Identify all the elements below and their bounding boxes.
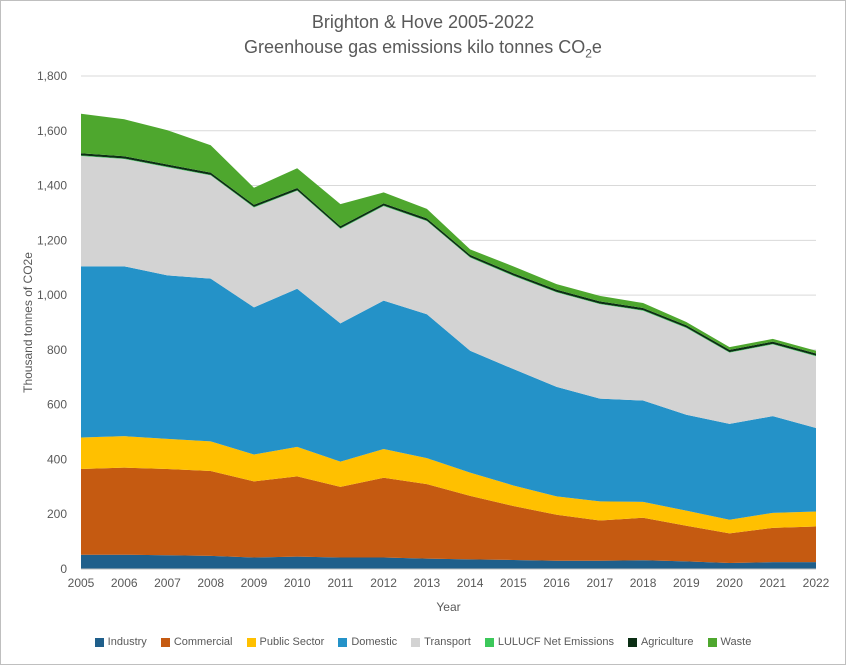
- legend-swatch: [246, 637, 256, 647]
- legend-item: LULUCF Net Emissions: [484, 636, 614, 648]
- legend-swatch: [627, 637, 637, 647]
- x-tick-label: 2018: [630, 576, 657, 590]
- legend-item: Domestic: [338, 636, 397, 648]
- legend-item: Agriculture: [627, 636, 694, 648]
- x-tick-label: 2015: [500, 576, 527, 590]
- legend-item: Public Sector: [246, 636, 325, 648]
- x-tick-label: 2019: [673, 576, 700, 590]
- y-axis-ticks: 0 200 400 600 800 1,000 1,200 1,400 1,600 1,800: [37, 69, 67, 576]
- x-tick-label: 2014: [457, 576, 484, 590]
- y-tick-label: 1,400: [37, 179, 67, 193]
- area-industry: [81, 554, 816, 569]
- legend-label: Domestic: [351, 636, 398, 648]
- y-tick-label: 400: [47, 452, 67, 466]
- area-commercial: [81, 467, 816, 563]
- legend-swatch: [94, 637, 104, 647]
- x-tick-label: 2022: [803, 576, 830, 590]
- x-tick-label: 2021: [759, 576, 786, 590]
- chart-title: Brighton & Hove 2005-2022: [311, 12, 535, 32]
- legend-item: Commercial: [160, 636, 233, 648]
- legend-swatch: [338, 637, 348, 647]
- x-tick-label: 2011: [328, 576, 354, 590]
- area-series-group: [81, 113, 816, 569]
- x-tick-label: 2017: [586, 576, 613, 590]
- legend-item: Transport: [411, 636, 471, 648]
- x-tick-label: 2009: [241, 576, 268, 590]
- chart-subtitle: Greenhouse gas emissions kilo tonnes CO2…: [0, 37, 846, 61]
- x-axis-ticks: 2005 2006 2007 2008 2009 2010 2011 2012 2013 2014…: [68, 576, 830, 590]
- area-transport: [81, 155, 816, 428]
- y-axis-title: Thousand tonnes of CO2e: [21, 252, 35, 393]
- legend-label: Waste: [720, 636, 752, 648]
- y-tick-label: 1,600: [37, 124, 67, 138]
- x-tick-label: 2007: [154, 576, 181, 590]
- y-tick-label: 1,200: [37, 233, 67, 247]
- legend-swatch: [707, 637, 717, 647]
- legend-item: Industry: [94, 636, 147, 648]
- legend-label: LULUCF Net Emissions: [497, 636, 614, 648]
- legend-swatch: [411, 637, 421, 647]
- legend-swatch: [160, 637, 170, 647]
- area-domestic: [81, 266, 816, 520]
- chart-subtitle-end: e: [591, 37, 602, 57]
- legend: Industry Commercial Public Sector Domestic T…: [0, 636, 846, 648]
- legend-item: Waste: [707, 636, 752, 648]
- y-tick-label: 600: [47, 398, 67, 412]
- x-tick-label: 2006: [111, 576, 138, 590]
- legend-label: Transport: [424, 636, 471, 648]
- chart-subtitle-main: Greenhouse gas emissions kilo tonnes CO: [244, 37, 586, 57]
- x-tick-label: 2013: [414, 576, 441, 590]
- chart-subtitle-subscript: 2: [585, 46, 592, 61]
- legend-label: Industry: [107, 636, 147, 648]
- y-tick-label: 800: [47, 343, 67, 357]
- legend-swatch: [484, 637, 494, 647]
- y-tick-label: 200: [47, 507, 67, 521]
- area-public-sector: [81, 436, 816, 534]
- area-waste: [81, 113, 816, 354]
- y-tick-label: 1,800: [37, 69, 67, 83]
- x-tick-label: 2008: [197, 576, 224, 590]
- x-tick-label: 2012: [370, 576, 397, 590]
- x-tick-label: 2020: [716, 576, 743, 590]
- x-tick-label: 2016: [543, 576, 570, 590]
- y-tick-label: 1,000: [37, 288, 67, 302]
- legend-label: Public Sector: [259, 636, 325, 648]
- legend-label: Agriculture: [640, 636, 694, 648]
- x-tick-label: 2010: [284, 576, 311, 590]
- x-axis-title: Year: [436, 600, 460, 614]
- y-tick-label: 0: [60, 562, 67, 576]
- x-tick-label: 2005: [68, 576, 95, 590]
- legend-label: Commercial: [173, 636, 233, 648]
